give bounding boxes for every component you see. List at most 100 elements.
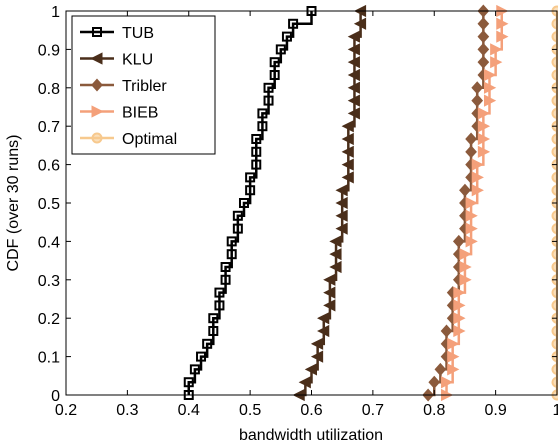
data-point: [232, 210, 243, 221]
y-tick-label: 0.1: [38, 350, 60, 367]
data-point: [471, 171, 484, 184]
legend-item: Optimal: [80, 131, 177, 148]
data-point: [214, 287, 225, 298]
data-point: [447, 363, 460, 376]
data-point: [288, 18, 299, 29]
data-point: [496, 17, 509, 30]
data-point: [220, 274, 231, 285]
data-point: [471, 184, 484, 197]
y-tick-label: 0.3: [38, 273, 60, 290]
y-tick-label: 0.2: [38, 311, 60, 328]
data-point: [490, 43, 503, 56]
data-point: [208, 313, 219, 324]
legend-marker: [91, 132, 103, 144]
legend-marker: [91, 105, 104, 118]
y-tick-label: 0.9: [38, 42, 60, 59]
data-point: [452, 234, 465, 248]
data-point: [471, 81, 484, 95]
data-point: [251, 133, 262, 144]
y-tick-label: 1: [51, 4, 60, 21]
data-point: [341, 120, 354, 133]
data-point: [208, 325, 219, 336]
x-tick-label: 0.8: [423, 402, 445, 419]
data-point: [317, 312, 330, 325]
data-point: [483, 81, 497, 94]
x-tick-label: 1: [553, 402, 558, 419]
data-point: [465, 209, 478, 222]
data-point: [202, 338, 213, 349]
data-point: [459, 260, 472, 274]
x-axis-label: bandwidth utilization: [239, 427, 383, 444]
data-point: [477, 132, 491, 146]
data-point: [341, 132, 354, 146]
data-point: [341, 158, 354, 171]
data-point: [275, 44, 286, 55]
data-point: [440, 324, 453, 338]
data-point: [347, 107, 360, 120]
y-tick-label: 0: [51, 388, 60, 405]
y-tick-label: 0.6: [38, 158, 60, 175]
legend-label: TUB: [122, 25, 154, 42]
data-point: [189, 364, 200, 375]
data-point: [257, 108, 268, 119]
data-point: [496, 30, 509, 43]
data-point: [477, 120, 491, 133]
data-point: [483, 94, 497, 107]
data-point: [477, 17, 490, 31]
x-tick-label: 0.6: [300, 402, 322, 419]
data-point: [477, 107, 491, 120]
data-point: [323, 273, 336, 286]
data-point: [477, 55, 490, 69]
data-point: [453, 286, 466, 299]
data-point: [310, 337, 324, 350]
legend: TUB KLU Tribler BIEB Optimal: [71, 15, 216, 155]
data-point: [347, 94, 360, 107]
data-point: [453, 324, 466, 338]
data-point: [269, 57, 280, 68]
data-point: [347, 43, 360, 56]
data-point: [281, 31, 292, 42]
data-point: [453, 299, 466, 312]
data-point: [341, 171, 354, 184]
data-point: [465, 132, 477, 146]
data-point: [465, 196, 478, 210]
data-point: [226, 249, 237, 260]
data-point: [329, 248, 342, 261]
data-point: [323, 299, 336, 312]
legend-label: Optimal: [122, 131, 177, 148]
y-axis: 0 0.1 0.2 0.3 0.4 0.5 0.6 0.7 0.8 0.9 1: [38, 4, 557, 405]
series-layer: [183, 4, 558, 402]
data-point: [232, 223, 243, 234]
x-tick-label: 0.4: [178, 402, 200, 419]
data-point: [471, 158, 484, 171]
data-point: [347, 81, 360, 94]
data-point: [226, 236, 237, 247]
data-point: [257, 121, 268, 132]
series-klu: [292, 4, 367, 402]
data-point: [347, 68, 360, 82]
x-tick-label: 0.3: [116, 402, 138, 419]
x-tick-label: 0.2: [55, 402, 77, 419]
data-point: [323, 286, 336, 299]
legend-marker: [92, 27, 102, 37]
x-tick-label: 0.7: [362, 402, 384, 419]
data-point: [310, 350, 324, 363]
data-point: [335, 222, 348, 235]
legend-label: Tribler: [122, 78, 167, 95]
data-point: [353, 17, 367, 30]
legend-marker: [91, 78, 103, 92]
data-point: [214, 300, 225, 311]
data-point: [428, 375, 441, 389]
legend-item: BIEB: [80, 105, 158, 122]
data-point: [220, 262, 231, 273]
data-point: [459, 273, 472, 286]
data-point: [269, 70, 280, 81]
y-axis-label: CDF (over 30 runs): [5, 135, 22, 272]
y-tick-label: 0.8: [38, 81, 60, 98]
data-point: [477, 145, 491, 158]
data-point: [483, 68, 497, 82]
legend-item: KLU: [80, 52, 153, 69]
y-tick-label: 0.7: [38, 119, 60, 136]
data-point: [251, 159, 262, 170]
legend-label: BIEB: [122, 105, 158, 122]
